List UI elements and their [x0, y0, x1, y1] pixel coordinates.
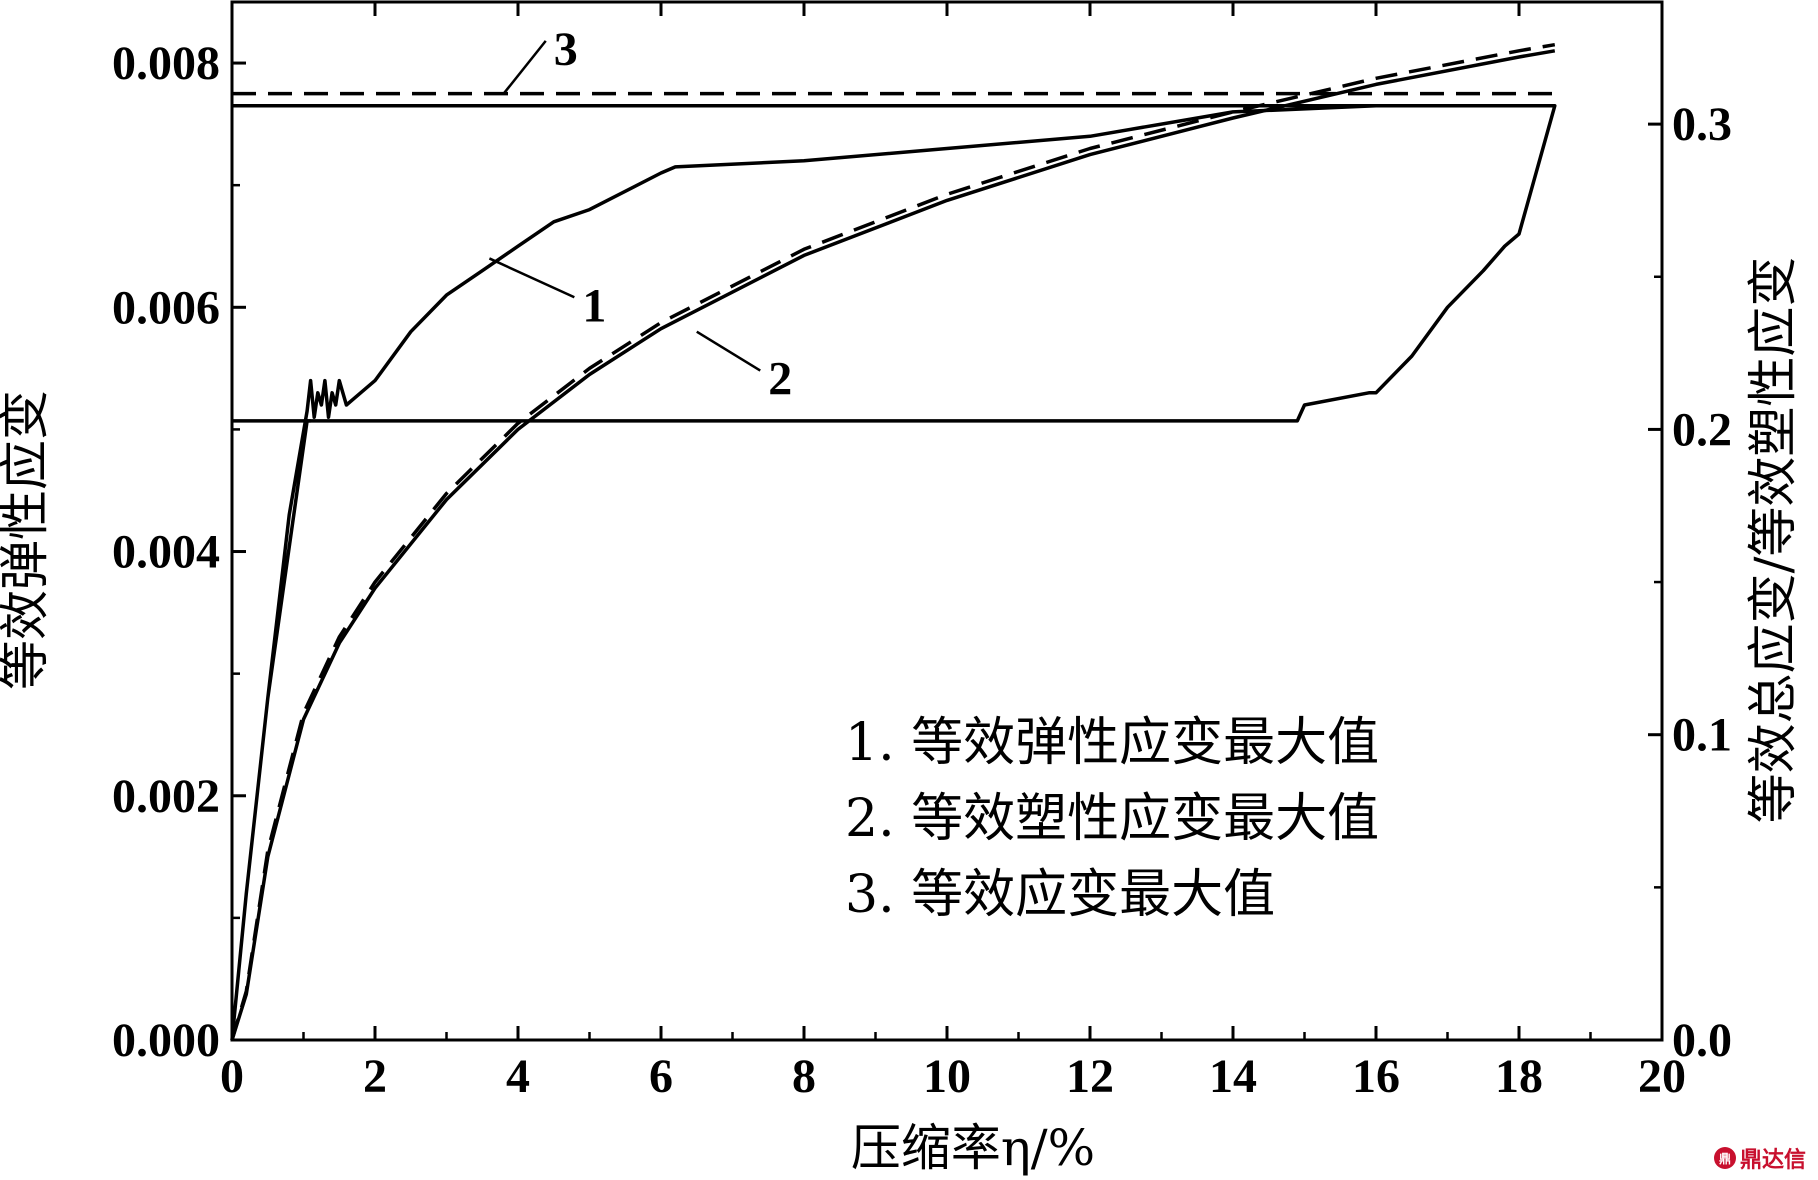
curve-labels: 1 2 3 — [488, 23, 792, 406]
curve-label-3: 3 — [554, 23, 578, 76]
x-axis-title: 压缩率η/% — [851, 1119, 1095, 1177]
x-tick-label: 16 — [1352, 1050, 1400, 1103]
legend: 1. 等效弹性应变最大值 2. 等效塑性应变最大值 3. 等效应变最大值 — [845, 713, 1379, 925]
y-right-tick-label: 0.1 — [1672, 709, 1732, 762]
series-lines — [230, 42, 1557, 1041]
curve-leader-3 — [502, 40, 547, 95]
watermark: 鼎 鼎达信 — [1713, 1142, 1806, 1174]
y-left-axis-title: 等效弹性应变 — [0, 390, 54, 690]
x-tick-label: 4 — [506, 1050, 530, 1103]
x-tick-label: 8 — [792, 1050, 816, 1103]
y-left-tick-label: 0.000 — [112, 1014, 220, 1067]
curve-leader-2 — [696, 330, 761, 372]
series-line-1 — [230, 104, 1557, 1041]
y-left-tick-label: 0.004 — [112, 526, 220, 579]
curve-label-2: 2 — [768, 353, 792, 406]
y-right-tick-label: 0.3 — [1672, 98, 1732, 151]
x-tick-label: 20 — [1638, 1050, 1686, 1103]
x-tick-label: 18 — [1495, 1050, 1543, 1103]
watermark-logo-icon: 鼎 — [1713, 1147, 1736, 1169]
y-left-tick-label: 0.002 — [112, 770, 220, 823]
legend-entry-1: 1. 等效弹性应变最大值 — [845, 713, 1379, 773]
x-tick-label: 12 — [1066, 1050, 1114, 1103]
x-tick-label: 0 — [220, 1050, 244, 1103]
x-tick-label: 10 — [923, 1050, 971, 1103]
legend-entry-3: 3. 等效应变最大值 — [845, 865, 1275, 925]
y-right-tick-label: 0.2 — [1672, 403, 1732, 456]
legend-entry-2: 2. 等效塑性应变最大值 — [845, 789, 1379, 849]
curve-label-1: 1 — [582, 279, 606, 332]
y-left-tick-label: 0.008 — [112, 37, 220, 90]
x-tick-labels: 0 2 4 6 8 10 12 14 16 18 20 — [220, 1050, 1686, 1103]
y-right-tick-labels: 0.0 0.1 0.2 0.3 — [1672, 98, 1732, 1067]
y-left-tick-label: 0.006 — [112, 281, 220, 334]
y-left-tick-labels: 0.000 0.002 0.004 0.006 0.008 — [112, 37, 220, 1067]
x-tick-label: 2 — [363, 1050, 387, 1103]
series-line-3 — [230, 42, 1556, 1041]
curve-leader-1 — [488, 257, 575, 299]
y-right-axis-title: 等效总应变/等效塑性应变 — [1744, 257, 1802, 824]
tick-marks — [230, 2, 1664, 1042]
watermark-text: 鼎达信 — [1739, 1148, 1806, 1173]
y-right-tick-label: 0.0 — [1672, 1014, 1732, 1067]
x-tick-label: 14 — [1209, 1050, 1257, 1103]
x-tick-label: 6 — [649, 1050, 673, 1103]
